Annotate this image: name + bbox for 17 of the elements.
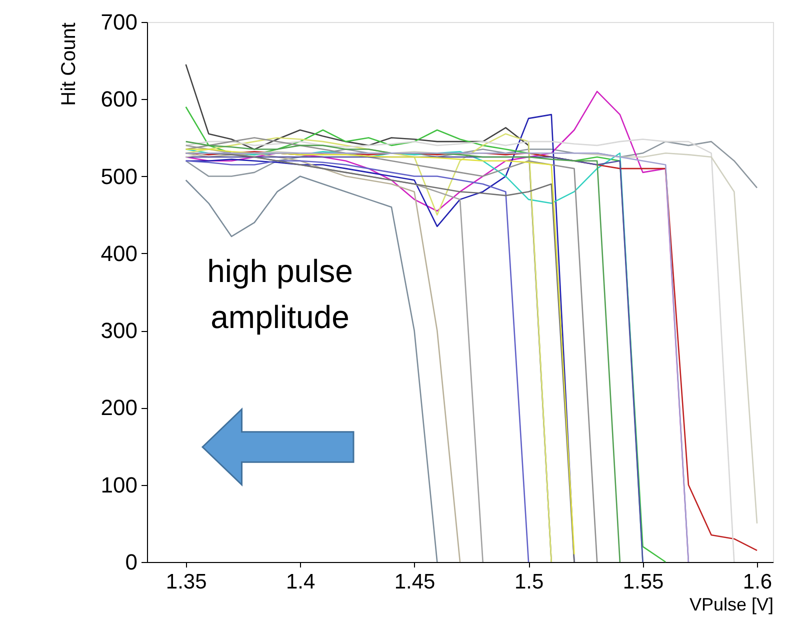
y-tick-label: 700	[100, 10, 138, 34]
y-axis-title: Hit Count	[58, 22, 80, 106]
x-tick-label: 1.6	[742, 570, 772, 594]
x-tick-label: 1.4	[286, 570, 316, 594]
y-tick-label: 100	[100, 472, 138, 498]
y-tick-label: 500	[100, 164, 138, 189]
x-axis-title: VPulse [V]	[689, 594, 774, 614]
x-tick-label: 1.45	[394, 570, 436, 594]
y-tick-label: 300	[100, 318, 138, 344]
x-tick-label: 1.55	[622, 570, 664, 594]
y-tick-label: 200	[100, 395, 138, 420]
y-tick-label: 400	[100, 240, 138, 266]
annotation: high pulse amplitude	[207, 253, 353, 335]
x-tick-label: 1.35	[166, 570, 207, 594]
x-tick-label: 1.5	[514, 570, 544, 594]
y-tick-label: 0	[125, 550, 138, 574]
y-tick-label: 600	[100, 86, 138, 112]
